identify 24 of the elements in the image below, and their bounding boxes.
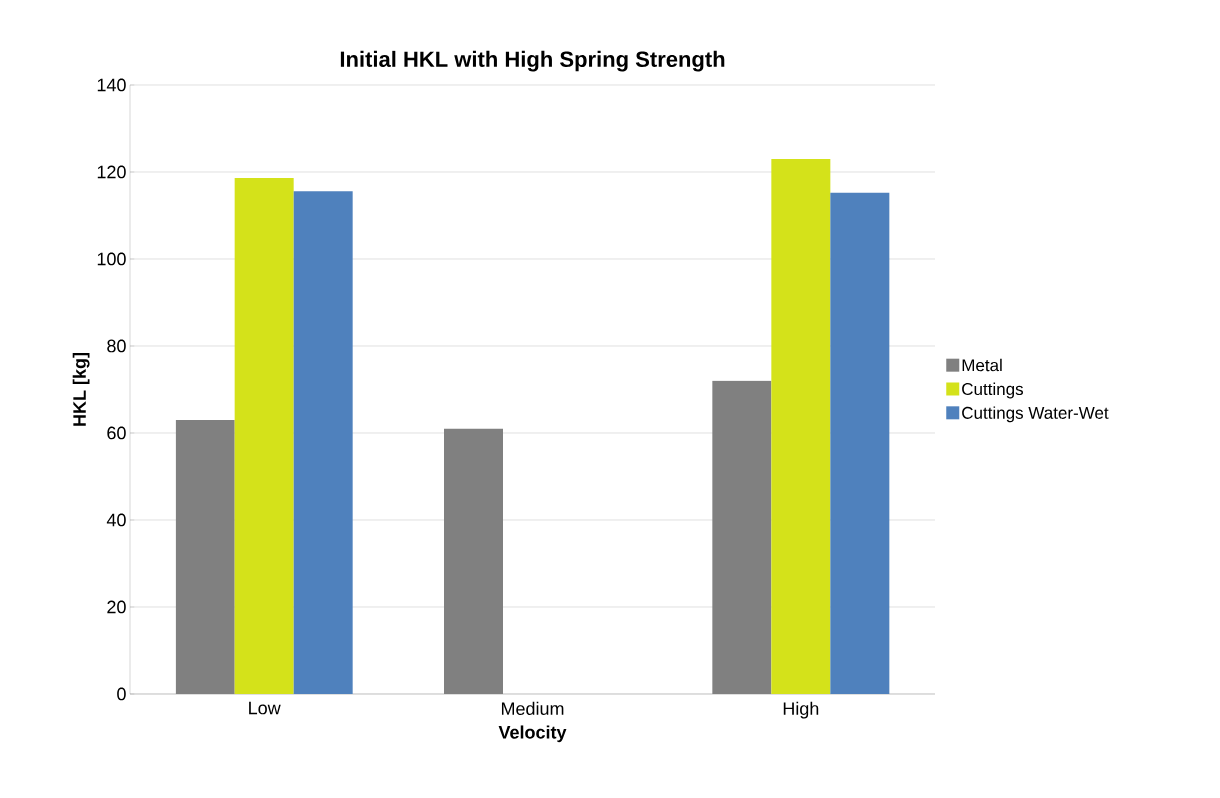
y-tick-label: 60 [107,426,126,440]
y-tick-label: 100 [97,252,126,266]
y-tick-label: 0 [117,687,126,701]
bar [771,158,831,694]
x-axis-title: Velocity [498,725,567,743]
legend-label: Cuttings [962,382,1023,399]
bar [830,192,890,694]
bar [293,191,353,694]
y-tick-label: 140 [97,78,126,92]
y-tick-label: 40 [106,513,126,527]
legend-label: Metal [962,358,1002,372]
y-axis-title: HKL [kg] [72,353,90,426]
x-tick-label: Low [249,701,281,715]
x-tick-label: Medium [501,701,564,716]
y-tick-label: 120 [97,165,126,179]
x-tick-label: High [783,701,819,719]
bar [444,428,504,694]
y-tick-label: 20 [107,600,126,614]
bar [712,380,772,694]
y-tick-label: 80 [107,339,126,353]
bar [234,178,294,694]
chart-title: Initial HKL with High Spring Strength [340,50,725,72]
legend-label: Cuttings Water-Wet [962,406,1109,423]
bar [175,419,235,694]
